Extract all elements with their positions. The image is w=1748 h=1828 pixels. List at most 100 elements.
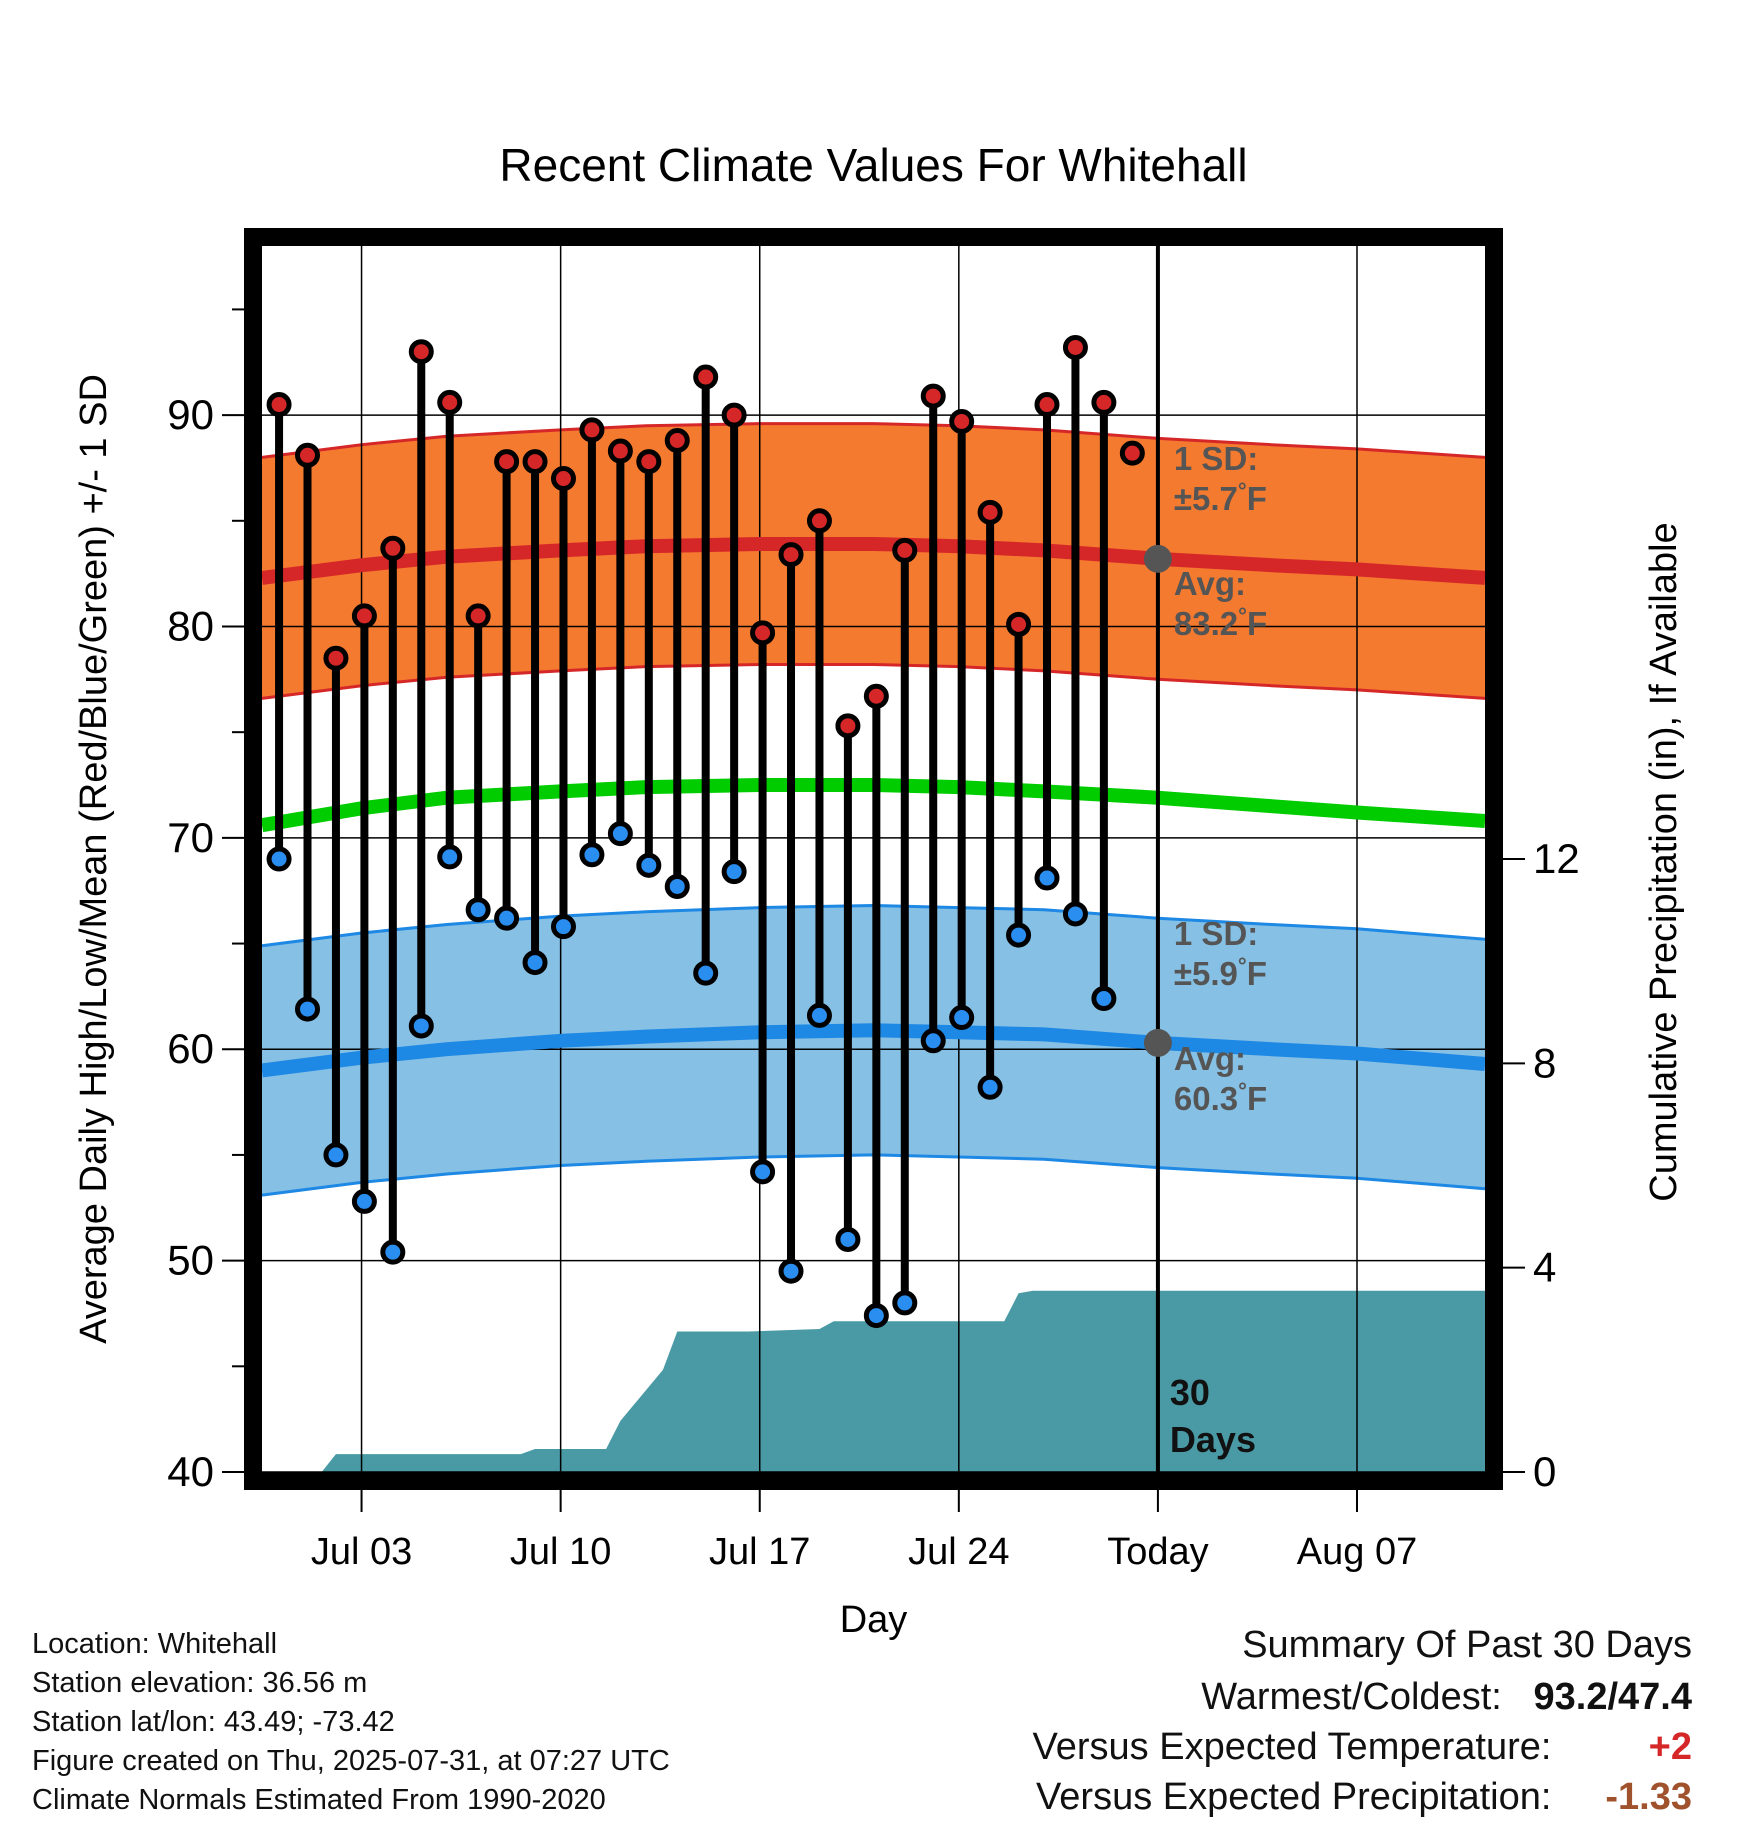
summary-temp: Versus Expected Temperature: +2 [1033, 1726, 1692, 1769]
daily-low-point [693, 960, 719, 986]
low-sd-annotation-value: ±5.9°F [1174, 953, 1267, 992]
daily-low-point [778, 1258, 804, 1284]
temp-label: Versus Expected Temperature: [1032, 1726, 1552, 1768]
plot-frame [244, 228, 1503, 1490]
y-tick-label: 50 [167, 1237, 214, 1284]
daily-low-point [949, 1005, 975, 1031]
daily-low-point [721, 859, 747, 885]
y-tick-label: 90 [167, 391, 214, 438]
latlon-text: Station lat/lon: 43.49; -73.42 [32, 1706, 395, 1738]
daily-high-point [806, 508, 832, 534]
daily-low-point [266, 846, 292, 872]
daily-low-point [835, 1226, 861, 1252]
location-text: Location: Whitehall [32, 1628, 278, 1660]
elevation-text: Station elevation: 36.56 m [32, 1667, 368, 1699]
daily-high-point [693, 364, 719, 390]
y2-tick-label: 12 [1533, 835, 1580, 882]
daily-high-point [380, 535, 406, 561]
x-tick-label: Jul 03 [311, 1531, 412, 1573]
low-avg-annotation-label: Avg: [1174, 1040, 1246, 1077]
daily-high-point [721, 402, 747, 428]
daily-low-point [579, 842, 605, 868]
daily-low-point [380, 1239, 406, 1265]
daily-low-point [1034, 865, 1060, 891]
daily-high-point [1119, 440, 1145, 466]
y-tick-label: 70 [167, 814, 214, 861]
x-tick-label: Aug 07 [1297, 1531, 1417, 1573]
created-text: Figure created on Thu, 2025-07-31, at 07… [32, 1745, 670, 1777]
high-avg-annotation-label: Avg: [1174, 565, 1246, 602]
daily-low-point [522, 950, 548, 976]
daily-high-point [664, 427, 690, 453]
daily-low-point [408, 1013, 434, 1039]
daily-high-point [835, 713, 861, 739]
daily-high-point [1034, 392, 1060, 418]
daily-low-point [323, 1142, 349, 1168]
daily-low-point [863, 1303, 889, 1329]
days-label-line1: 30 [1170, 1372, 1210, 1413]
daily-low-point [977, 1074, 1003, 1100]
today-low-avg-marker [1143, 1028, 1172, 1057]
normals-period-text: Climate Normals Estimated From 1990-2020 [32, 1784, 606, 1816]
daily-high-point [351, 603, 377, 629]
daily-low-point [437, 844, 463, 870]
y-axis-label: Average Daily High/Low/Mean (Red/Blue/Gr… [73, 374, 115, 1344]
daily-high-point [579, 417, 605, 443]
daily-high-point [295, 442, 321, 468]
temp-value: +2 [1648, 1726, 1692, 1768]
daily-low-point [465, 897, 491, 923]
daily-low-point [664, 873, 690, 899]
daily-low-point [295, 996, 321, 1022]
daily-high-point [323, 645, 349, 671]
summary-precip: Versus Expected Precipitation: -1.33 [1036, 1776, 1692, 1819]
y-tick-label: 80 [167, 602, 214, 649]
daily-high-point [522, 449, 548, 475]
daily-high-point [750, 620, 776, 646]
y2-tick-label: 8 [1533, 1039, 1556, 1086]
y2-tick-label: 4 [1533, 1244, 1556, 1291]
daily-high-point [266, 392, 292, 418]
daily-low-point [550, 914, 576, 940]
x-tick-label: Jul 24 [908, 1531, 1009, 1573]
daily-high-point [465, 603, 491, 629]
low-avg-annotation-value: 60.3°F [1174, 1078, 1267, 1117]
summary-title: Summary Of Past 30 Days [1242, 1624, 1692, 1666]
y2-tick-label: 0 [1533, 1448, 1556, 1495]
daily-low-point [892, 1290, 918, 1316]
y-tick-label: 40 [167, 1448, 214, 1495]
y-tick-label: 60 [167, 1025, 214, 1072]
daily-low-point [920, 1028, 946, 1054]
daily-low-point [494, 905, 520, 931]
daily-high-point [778, 542, 804, 568]
summary-warm-cold: Warmest/Coldest: 93.2/47.4 [1201, 1676, 1692, 1719]
daily-low-point [636, 852, 662, 878]
warm-cold-label: Warmest/Coldest: [1201, 1676, 1502, 1718]
x-axis-label: Day [840, 1599, 908, 1641]
daily-low-point [351, 1188, 377, 1214]
daily-low-point [1006, 922, 1032, 948]
daily-high-point [494, 449, 520, 475]
daily-high-point [437, 389, 463, 415]
daily-high-point [863, 683, 889, 709]
daily-high-point [949, 408, 975, 434]
x-tick-label: Today [1107, 1531, 1208, 1573]
daily-high-point [977, 499, 1003, 525]
daily-high-point [550, 466, 576, 492]
daily-high-point [892, 537, 918, 563]
high-avg-annotation-value: 83.2°F [1174, 603, 1267, 642]
daily-high-point [1006, 611, 1032, 637]
daily-low-point [750, 1159, 776, 1185]
daily-low-point [1091, 986, 1117, 1012]
chart-title: Recent Climate Values For Whitehall [499, 139, 1247, 191]
precip-value: -1.33 [1605, 1776, 1692, 1818]
precip-label: Versus Expected Precipitation: [1036, 1776, 1552, 1818]
daily-high-point [920, 383, 946, 409]
daily-high-point [1091, 389, 1117, 415]
warm-cold-value: 93.2/47.4 [1533, 1676, 1692, 1718]
precip-area [262, 1290, 1485, 1472]
days-label-line2: Days [1170, 1419, 1256, 1460]
daily-high-point [607, 438, 633, 464]
x-tick-label: Jul 10 [510, 1531, 611, 1573]
daily-high-point [408, 339, 434, 365]
